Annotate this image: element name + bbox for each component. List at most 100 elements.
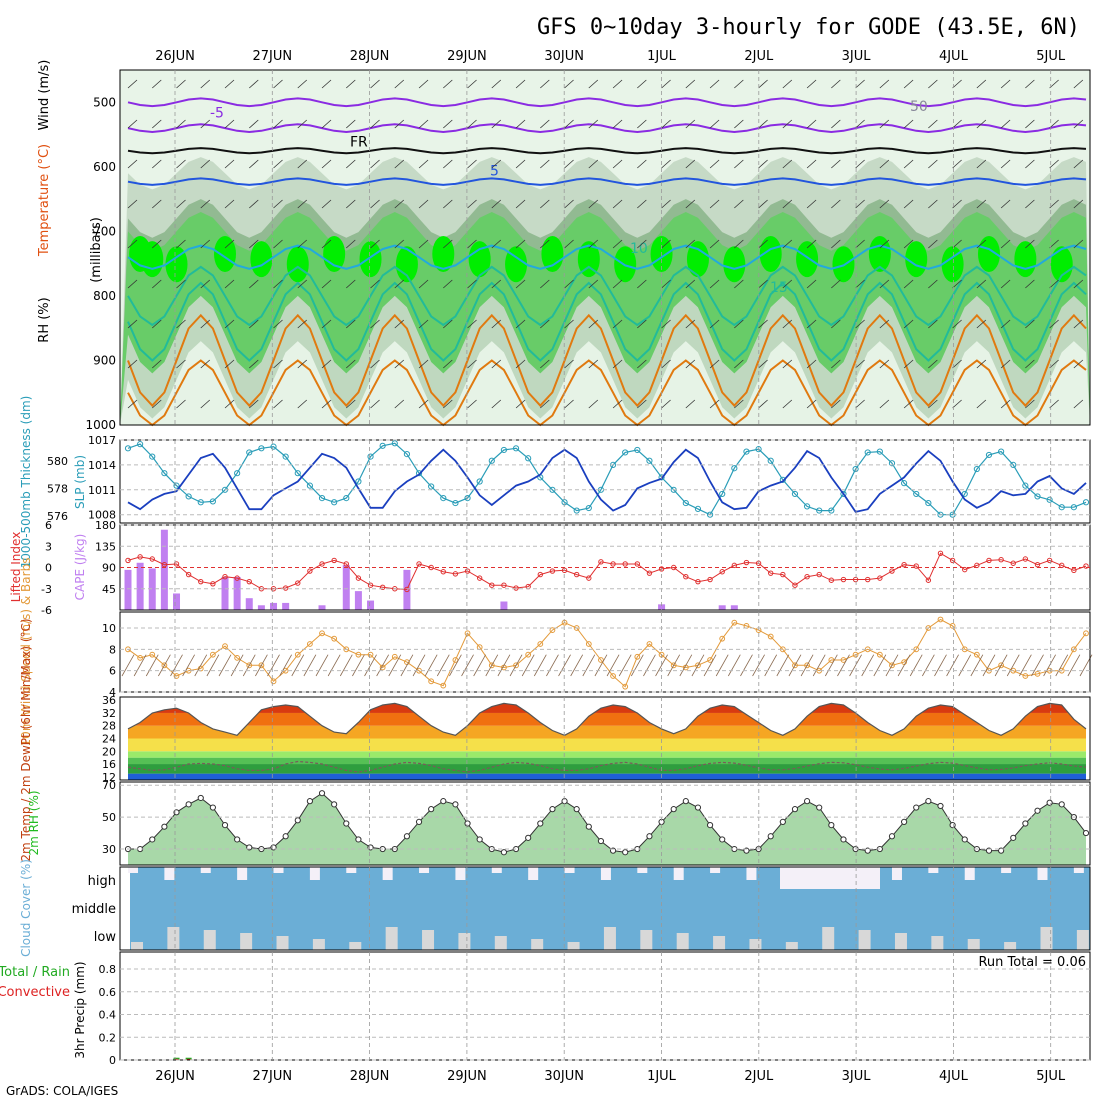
wind-barb [297,199,308,209]
wind-barb [734,239,744,249]
wind-barb [855,199,865,209]
slp-point [658,474,665,481]
wind-barb [515,399,526,409]
surface-wind-barb [546,654,559,677]
wind-speed-point [610,673,616,679]
lifted-index-point [586,575,592,581]
rh-point [949,821,956,829]
rh-moist-cell [250,241,273,278]
wind-barb [855,359,865,369]
wind-barb [346,199,356,209]
panel-frame-temp [119,696,1091,781]
wind-barb [831,159,841,169]
lifted-index-point [937,550,944,557]
wind-barb [467,319,477,329]
wind-barb [928,79,938,89]
slp-point [149,453,156,460]
wind-speed-point [804,662,810,669]
wind-barb [661,79,671,89]
wind-barb [297,159,308,169]
wind-barb [903,159,914,169]
wind-barb [515,359,526,369]
slp-point [403,451,411,458]
wind-barb [903,119,914,129]
lifted-index-point [295,580,301,586]
surface-wind-barb [376,654,390,677]
thickness-tick: 578 [47,482,68,495]
cross-section-label: RH (%) [37,297,52,342]
slp-point [512,445,520,452]
wind-barb [540,199,550,209]
surface-wind-barb [570,654,584,677]
wind-barb [200,399,211,409]
wind-barb [976,199,987,209]
surface-wind-barb [206,654,220,677]
wind-barb [564,319,574,329]
cloud-level-label: low [94,930,117,945]
rh-moist-cell [432,235,455,272]
rh-point [549,806,556,813]
wind-barb [564,399,574,409]
cloud-low-clear [1040,927,1053,950]
slp-point [585,504,592,512]
surface-wind-barb [1067,654,1081,677]
rh-point [682,798,689,805]
cloud-low-clear [603,927,616,950]
cape-axis-label: CAPE (J/kg) [73,534,87,601]
wind-barb [952,239,962,249]
wind-barb [418,359,429,369]
rh-moist-cell [141,241,164,278]
lifted-index-point [476,575,483,581]
cloud-low-clear [713,936,726,950]
surface-wind-barb [412,654,426,677]
rh-point [1058,801,1065,808]
wind-barb [224,119,235,129]
wind-barb [394,239,405,249]
cape-bar [136,562,144,610]
wind-barb [782,119,793,129]
lifted-index-point [780,571,786,578]
wind-barb [443,279,453,289]
surface-wind-barb [643,654,656,677]
slp-point [185,493,192,500]
wind-barb [394,399,405,409]
slp-point [682,499,689,507]
temp-band [128,773,1086,780]
wind-barb [176,319,186,329]
rh-moist-cell [868,235,891,272]
temp-tick: 16 [102,758,116,771]
cloud-gap-high [273,867,284,873]
wind-barb [127,159,138,169]
contour-label: FR [350,135,368,151]
wind-barb [297,359,308,369]
wind-barb [443,79,453,89]
wind-barb [588,79,599,89]
cloud-low-clear [931,936,944,950]
lifted-index-point [173,561,180,567]
surface-wind-barb [849,654,862,677]
wind-barb [443,399,453,409]
wind-speed-point [464,630,471,637]
date-label-top: 26JUN [155,49,195,64]
surface-wind-barb [885,654,899,677]
thickness-tick: 580 [47,455,68,468]
wind-barb [346,359,356,369]
wind-barb [370,119,380,129]
wind-barb [370,159,380,169]
wind-barb [491,199,502,209]
date-label-top: 30JUN [544,49,584,64]
wind-barb [1073,399,1084,409]
wind-barb [200,199,211,209]
wind-barb [370,79,380,89]
cloud-low-clear [494,936,507,950]
slp-point [755,446,762,453]
wind-barb [1000,279,1011,289]
cloud-low-clear [385,927,398,950]
wind-barb [200,359,211,369]
wind-barb [612,79,623,89]
wind-barb [709,159,720,169]
rh-point [901,818,908,826]
surface-wind-barb [740,654,753,677]
contour-label: 5 [490,164,499,180]
cloud-low-clear [531,939,544,950]
